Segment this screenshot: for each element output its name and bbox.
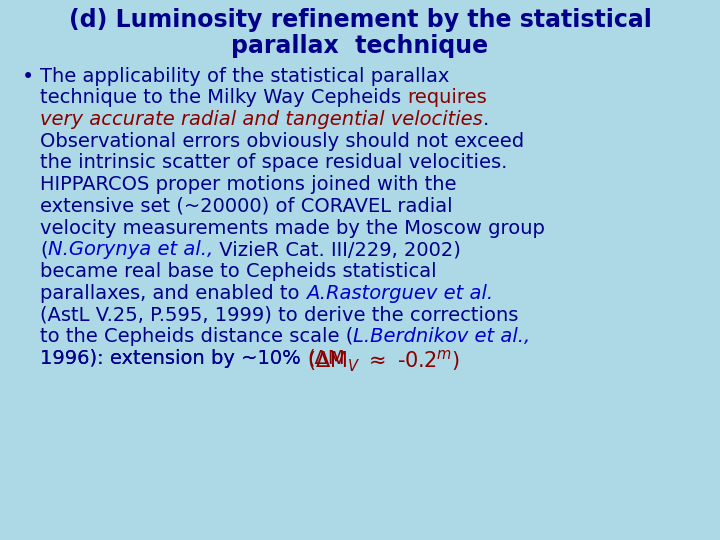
Text: The applicability of the statistical parallax: The applicability of the statistical par…	[40, 67, 449, 86]
Text: 1996): extension by ~10%: 1996): extension by ~10%	[40, 349, 307, 368]
Text: VizieR Cat. III/229, 2002): VizieR Cat. III/229, 2002)	[212, 240, 461, 259]
Text: parallax  technique: parallax technique	[231, 35, 489, 58]
Text: A.Rastorguev et al.: A.Rastorguev et al.	[306, 284, 493, 303]
Text: very accurate radial and tangential velocities: very accurate radial and tangential velo…	[40, 110, 482, 129]
Text: (AstL V.25, P.595, 1999) to derive the corrections: (AstL V.25, P.595, 1999) to derive the c…	[40, 306, 518, 325]
Text: (d) Luminosity refinement by the statistical: (d) Luminosity refinement by the statist…	[68, 8, 652, 32]
Text: •: •	[22, 67, 35, 87]
Text: (: (	[40, 240, 48, 259]
Text: to the Cepheids distance scale (: to the Cepheids distance scale (	[40, 327, 354, 346]
Text: Observational errors obviously should not exceed: Observational errors obviously should no…	[40, 132, 524, 151]
Text: became real base to Cepheids statistical: became real base to Cepheids statistical	[40, 262, 436, 281]
Text: the intrinsic scatter of space residual velocities.: the intrinsic scatter of space residual …	[40, 153, 508, 172]
Text: parallaxes, and enabled to: parallaxes, and enabled to	[40, 284, 306, 303]
Text: technique to the Milky Way Cepheids: technique to the Milky Way Cepheids	[40, 89, 408, 107]
Text: HIPPARCOS proper motions joined with the: HIPPARCOS proper motions joined with the	[40, 175, 456, 194]
Text: (ΔM: (ΔM	[307, 349, 345, 368]
Text: 1996): extension by ~10%: 1996): extension by ~10%	[40, 349, 307, 368]
Text: ($\Delta$M$_V$ $\approx$ -0.2$^m$): ($\Delta$M$_V$ $\approx$ -0.2$^m$)	[307, 349, 460, 374]
Text: velocity measurements made by the Moscow group: velocity measurements made by the Moscow…	[40, 219, 545, 238]
Text: requires: requires	[408, 89, 487, 107]
Text: N.Gorynya et al.,: N.Gorynya et al.,	[48, 240, 212, 259]
Text: .: .	[482, 110, 489, 129]
Text: L.Berdnikov et al.,: L.Berdnikov et al.,	[354, 327, 531, 346]
Text: extensive set (~20000) of CORAVEL radial: extensive set (~20000) of CORAVEL radial	[40, 197, 453, 216]
